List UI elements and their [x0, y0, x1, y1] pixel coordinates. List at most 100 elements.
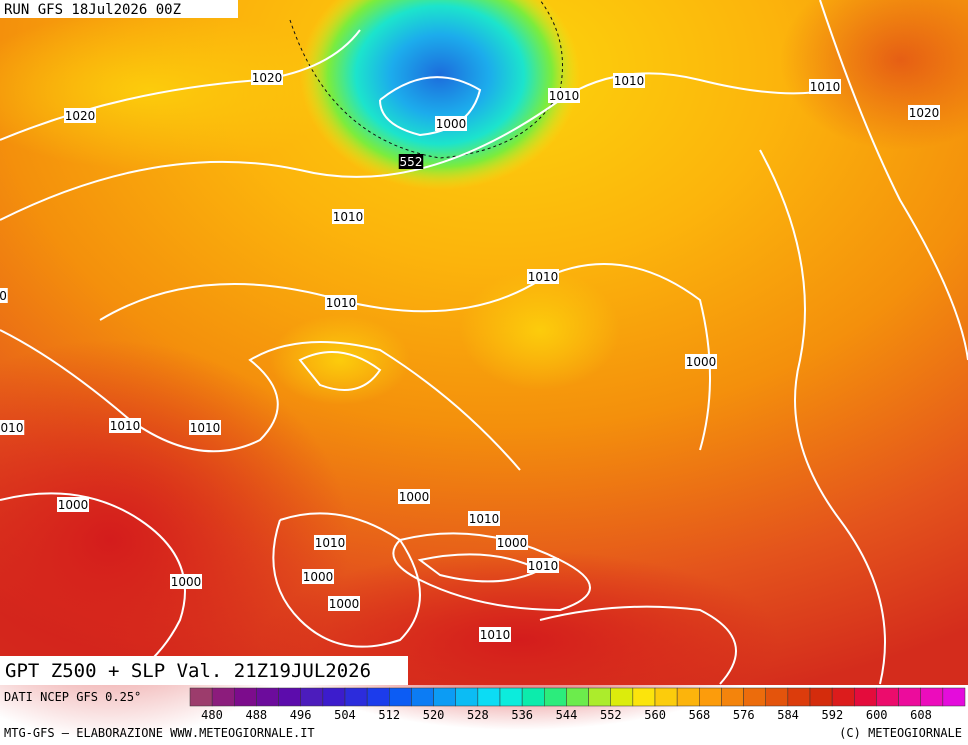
isobar-label-box: [527, 269, 559, 284]
colorbar-swatch: [566, 687, 589, 707]
colorbar-swatch: [854, 687, 877, 707]
colorbar-swatch: [389, 687, 412, 707]
colorbar-label: 512: [378, 708, 400, 722]
isobar-label-box: [398, 154, 424, 169]
colorbar-swatch: [411, 687, 434, 707]
isobar-label: 1000: [329, 597, 360, 611]
isobar-label: 1020: [252, 71, 283, 85]
isobar-label-box: [527, 558, 559, 573]
colorbar-swatch: [654, 687, 678, 707]
colorbar-swatch: [477, 687, 501, 707]
isobar-label: 1000: [399, 490, 430, 504]
isobar-label-box: [809, 79, 841, 94]
isobar-label: 1010: [333, 210, 364, 224]
isobar-label-box: [685, 354, 717, 369]
isobar-label-box: [328, 596, 360, 611]
title-box: [0, 656, 408, 685]
colorbar: 480 488 496 504 512 520 528 536 544 552 560 568 576 5…: [189, 687, 966, 722]
colorbar-swatch: [787, 687, 811, 707]
colorbar-swatch: [765, 687, 789, 707]
map-title: GPT Z500 + SLP Val. 21Z19JUL2026: [5, 660, 371, 682]
colorbar-swatch: [211, 687, 235, 707]
isobar-label: 1010: [190, 421, 221, 435]
isobar-label-box: [64, 108, 96, 123]
isobar-label-box: [325, 295, 357, 310]
colorbar-swatch: [344, 687, 368, 707]
isobar-label-box: [109, 418, 141, 433]
colorbar-label: 536: [511, 708, 533, 722]
credit: MTG-GFS — ELABORAZIONE WWW.METEOGIORNALE…: [4, 726, 315, 740]
colorbar-label: 496: [290, 708, 312, 722]
isobar-label: 1000: [303, 570, 334, 584]
colorbar-label: 592: [822, 708, 844, 722]
colorbar-swatch: [831, 687, 855, 707]
isobar-label: 1010: [469, 512, 500, 526]
isobar-label: 1010: [528, 559, 559, 573]
contour-552: [289, 0, 563, 159]
colorbar-label: 568: [689, 708, 711, 722]
colorbar-swatch: [322, 687, 346, 707]
isobar-label: 1020: [65, 109, 96, 123]
colorbar-swatch: [721, 687, 744, 707]
colorbar-label: 608: [910, 708, 932, 722]
isobar-label: 1010: [110, 419, 141, 433]
isobar-label-box: [548, 88, 580, 103]
colorbar-swatch: [278, 687, 301, 707]
colorbar-swatch: [632, 687, 656, 707]
run-info: RUN GFS 18Jul2026 00Z: [4, 2, 181, 18]
isobar-label-box: [613, 73, 645, 88]
isobar-label-box: [314, 535, 346, 550]
isobar-label: 1020: [909, 106, 940, 120]
colorbar-swatch: [433, 687, 456, 707]
isobar-label: 0: [0, 289, 7, 303]
isobar-label: 1000: [58, 498, 89, 512]
colorbar-swatch: [920, 687, 944, 707]
isobar-label: 1010: [528, 270, 559, 284]
isobar-label: 010: [1, 421, 24, 435]
colorbar-swatch: [366, 687, 390, 707]
isobar-label-box: [0, 420, 25, 435]
isobar-label: 1000: [497, 536, 528, 550]
ridge-area: [270, 315, 410, 405]
trough: [300, 0, 580, 190]
isobar-label-box: [189, 420, 221, 435]
isobar-label-box: [170, 574, 202, 589]
isobar-label-box: [435, 116, 467, 131]
isobars: [0, 0, 968, 684]
isobar-label: 1010: [326, 296, 357, 310]
isobar-label: 1010: [315, 536, 346, 550]
colorbar-swatch: [588, 687, 611, 707]
colorbar-label: 480: [201, 708, 223, 722]
colorbar-label: 544: [556, 708, 578, 722]
colorbar-swatch: [189, 687, 213, 707]
isobar-label: 1000: [436, 117, 467, 131]
isobar-label-box: [251, 70, 283, 85]
colorbar-swatch: [809, 687, 833, 707]
isobar-label: 552: [400, 155, 423, 169]
colorbar-label: 584: [777, 708, 799, 722]
colorbar-label: 552: [600, 708, 622, 722]
isobar-label: 1010: [614, 74, 645, 88]
colorbar-label: 504: [334, 708, 356, 722]
isobar-label-box: [0, 288, 8, 303]
colorbar-swatch: [499, 687, 523, 707]
data-source: DATI NCEP GFS 0.25°: [4, 690, 141, 704]
colorbar-swatch: [544, 687, 567, 707]
isobar-label-box: [908, 105, 940, 120]
colorbar-swatch: [898, 687, 921, 707]
isobar-label: 1000: [171, 575, 202, 589]
colorbar-label: 520: [423, 708, 445, 722]
colorbar-swatch: [699, 687, 722, 707]
colorbar-swatch: [743, 687, 766, 707]
colorbar-label: 576: [733, 708, 755, 722]
isobar-label-box: [479, 627, 511, 642]
isobar-label-box: [57, 497, 89, 512]
isobar-label: 1010: [810, 80, 841, 94]
colorbar-swatch: [942, 687, 966, 707]
colorbar-swatch: [300, 687, 324, 707]
colorbar-label: 560: [644, 708, 666, 722]
colorbar-swatch: [676, 687, 700, 707]
isobar-label-box: [468, 511, 500, 526]
